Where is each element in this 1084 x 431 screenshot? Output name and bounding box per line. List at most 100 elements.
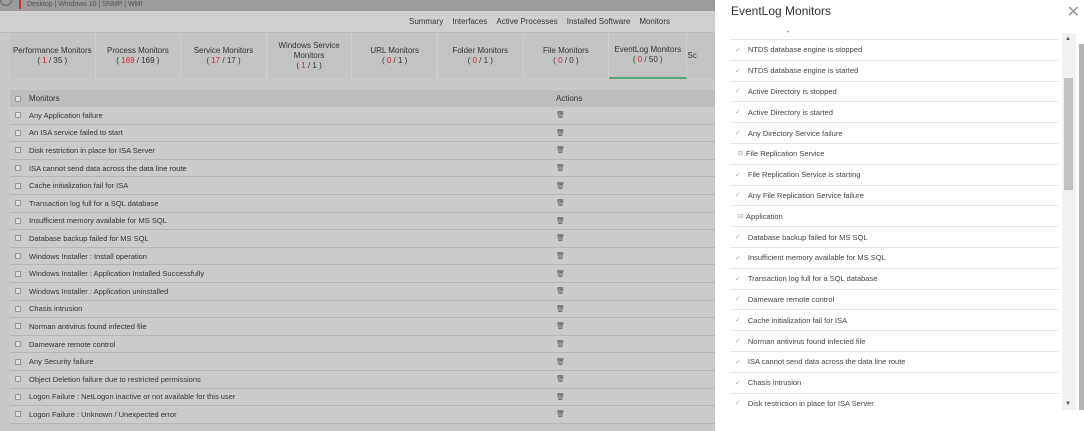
row-checkbox[interactable] [15,200,21,207]
checkbox-checked-icon[interactable]: ✓ [735,338,741,346]
trash-icon[interactable]: 🗑 [556,323,565,331]
collapse-icon[interactable]: ⊟ [738,151,744,158]
tab-folder-monitors[interactable]: Folder Monitors( 0 / 1 ) [438,33,524,79]
trash-icon[interactable]: 🗑 [556,270,565,278]
monitor-name[interactable]: Logon Failure : NetLogon inactive or not… [29,392,236,402]
monitor-name[interactable]: Any Security failure [29,357,94,367]
trash-icon[interactable]: 🗑 [556,165,565,173]
row-checkbox[interactable] [15,305,21,312]
monitor-name[interactable]: Insufficient memory available for MS SQL [29,216,167,226]
row-checkbox[interactable] [15,147,21,154]
close-icon[interactable]: ✕ [1066,4,1080,21]
list-item[interactable]: ✓ Active Directory is stopped [730,80,1059,102]
list-item[interactable]: ✓ Cache initialization fail for ISA [730,309,1059,330]
checkbox-checked-icon[interactable]: ✓ [735,379,741,387]
trash-icon[interactable]: 🗑 [556,411,565,419]
monitor-name[interactable]: Object Deletion failure due to restricte… [29,374,201,384]
monitor-name[interactable]: Windows Installer : Install operation [29,251,147,261]
nav-monitors[interactable]: Monitors [639,11,670,35]
list-item[interactable]: ✓ Transaction log full for a SQL database [730,267,1059,289]
group-header[interactable]: ⊟ Application [730,205,1059,226]
tab-sc[interactable]: Sc [687,33,715,79]
checkbox-checked-icon[interactable]: ✓ [735,130,741,138]
trash-icon[interactable]: 🗑 [556,112,565,120]
monitor-name[interactable]: Database backup failed for MS SQL [29,233,149,243]
monitor-name[interactable]: Transaction log full for a SQL database [29,198,159,208]
checkbox-checked-icon[interactable]: ✓ [735,234,741,242]
list-item[interactable]: ✓ Any File Replication Service failure [730,184,1059,206]
monitor-name[interactable]: Logon Failure : Unknown / Unexpected err… [29,409,177,419]
trash-icon[interactable]: 🗑 [556,182,565,190]
tab-service-monitors[interactable]: Service Monitors( 17 / 17 ) [181,33,267,79]
list-item[interactable]: ✓ ISA cannot send data across the data li… [730,350,1059,372]
row-checkbox[interactable] [15,270,21,277]
checkbox-checked-icon[interactable]: ✓ [735,254,741,262]
trash-icon[interactable]: 🗑 [556,217,565,225]
checkbox-checked-icon[interactable]: ✓ [735,171,741,179]
checkbox-checked-icon[interactable]: ✓ [735,67,741,75]
scrollbar-thumb[interactable] [1064,78,1073,190]
tab-process-monitors[interactable]: Process Monitors( 169 / 169 ) [96,33,182,79]
monitor-name[interactable]: Cache initialization fail for ISA [29,181,129,191]
row-checkbox[interactable] [15,288,21,295]
checkbox-checked-icon[interactable]: ✓ [735,46,741,54]
checkbox-checked-icon[interactable]: ✓ [735,275,741,283]
trash-icon[interactable]: 🗑 [556,358,565,366]
nav-installed-software[interactable]: Installed Software [566,17,631,26]
list-item[interactable]: ✓ Any Directory Service failure [730,122,1059,143]
row-checkbox[interactable] [15,358,21,365]
row-checkbox[interactable] [15,112,21,119]
list-item[interactable]: ✓ NTDS database engine is started [730,59,1059,81]
trash-icon[interactable]: 🗑 [556,376,565,384]
monitor-name[interactable]: ISA cannot send data across the data lin… [29,163,187,173]
row-checkbox[interactable] [15,376,21,383]
monitor-name[interactable]: Windows Installer : Application Installe… [29,269,205,279]
checkbox-checked-icon[interactable]: ✓ [735,192,741,200]
list-item[interactable]: ✓ Chasis intrusion [730,371,1059,393]
checkbox-checked-icon[interactable]: ✓ [735,296,741,304]
tab-url-monitors[interactable]: URL Monitors( 0 / 1 ) [352,33,438,79]
checkbox-checked-icon[interactable]: ✓ [735,317,741,325]
monitor-name[interactable]: Any Application failure [29,110,103,120]
list-item[interactable]: ✓ Dameware remote control [730,288,1059,310]
row-checkbox[interactable] [15,253,21,260]
row-checkbox[interactable] [15,217,21,224]
page-scrollbar[interactable] [1079,44,1084,410]
trash-icon[interactable]: 🗑 [556,288,565,296]
monitor-name[interactable]: Dameware remote control [29,339,116,349]
tab-eventlog-monitors[interactable]: EventLog Monitors( 0 / 50 ) [609,33,688,79]
nav-interfaces[interactable]: Interfaces [452,17,488,26]
trash-icon[interactable]: 🗑 [556,305,565,313]
tab-performance-monitors[interactable]: Performance Monitors( 1 / 35 ) [10,33,96,79]
monitor-name[interactable]: Windows Installer : Application uninstal… [29,286,169,296]
trash-icon[interactable]: 🗑 [556,200,565,208]
nav-summary[interactable]: Summary [408,17,444,26]
row-checkbox[interactable] [15,165,21,172]
group-header[interactable]: ⊟ File Replication Service [730,142,1059,164]
scroll-down-icon[interactable]: ▼ [1065,401,1071,407]
checkbox-checked-icon[interactable]: ✓ [735,88,741,96]
trash-icon[interactable]: 🗑 [556,129,565,137]
collapse-icon[interactable]: ⊟ [738,213,744,220]
list-item[interactable]: ✓ Insufficient memory available for MS SQ… [730,246,1059,268]
checkbox-checked-icon[interactable]: ✓ [735,109,741,117]
row-checkbox[interactable] [15,129,21,136]
list-item[interactable]: ✓ NTDS database engine is stopped [730,39,1059,60]
checkbox-checked-icon[interactable]: ✓ [735,400,741,408]
row-checkbox[interactable] [15,235,21,242]
monitor-name[interactable]: Disk restriction in place for ISA Server [29,145,155,155]
row-checkbox[interactable] [15,411,21,418]
trash-icon[interactable]: 🗑 [556,235,565,243]
row-checkbox[interactable] [15,341,21,348]
row-checkbox[interactable] [15,182,21,189]
list-scrollbar[interactable]: ▲ ▼ [1062,33,1076,410]
trash-icon[interactable]: 🗑 [556,393,565,401]
monitor-name[interactable]: An ISA service failed to start [29,128,123,138]
nav-active-processes[interactable]: Active Processes [496,17,558,26]
checkbox-checked-icon[interactable]: ✓ [735,358,741,366]
list-item[interactable]: ✓ Norman antivirus found infected file [730,330,1059,351]
row-checkbox[interactable] [15,323,21,330]
scroll-up-icon[interactable]: ▲ [1065,36,1071,42]
row-checkbox[interactable] [15,393,21,400]
list-item[interactable]: ✓ Active Directory is started [730,101,1059,122]
